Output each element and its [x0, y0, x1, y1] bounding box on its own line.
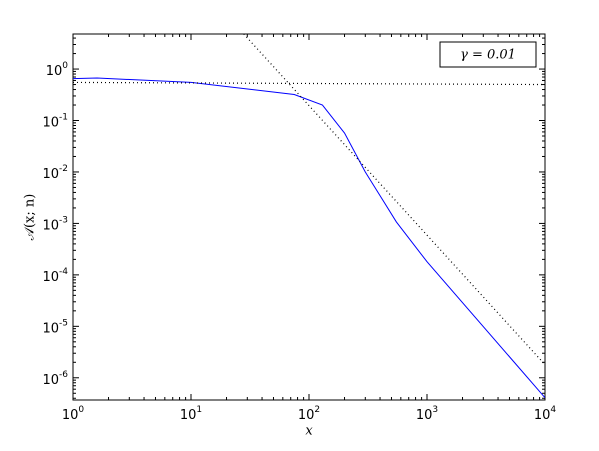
- x-tick-label: 101: [180, 405, 202, 423]
- x-tick-label: 104: [534, 405, 557, 423]
- y-tick-label: 10-3: [42, 215, 68, 233]
- x-tick-label: 102: [298, 405, 320, 423]
- x-tick-label: 100: [62, 405, 85, 423]
- y-tick-label: 10-6: [42, 369, 68, 387]
- y-tick-label: 100: [46, 61, 69, 79]
- y-tick-label: 10-2: [42, 163, 68, 181]
- y-axis-label: 𝒜(x; n): [23, 194, 38, 241]
- y-tick-label: 10-4: [42, 266, 68, 284]
- y-tick-label: 10-1: [42, 112, 68, 130]
- data-line: [243, 34, 545, 366]
- x-tick-label: 103: [416, 405, 438, 423]
- x-axis-label: x: [305, 424, 313, 439]
- data-line: [73, 77, 545, 399]
- data-line: [73, 81, 545, 86]
- legend-box: [439, 41, 537, 68]
- legend-label: γ = 0.01: [460, 48, 516, 63]
- y-tick-label: 10-5: [42, 318, 68, 336]
- plot-frame: [72, 33, 546, 401]
